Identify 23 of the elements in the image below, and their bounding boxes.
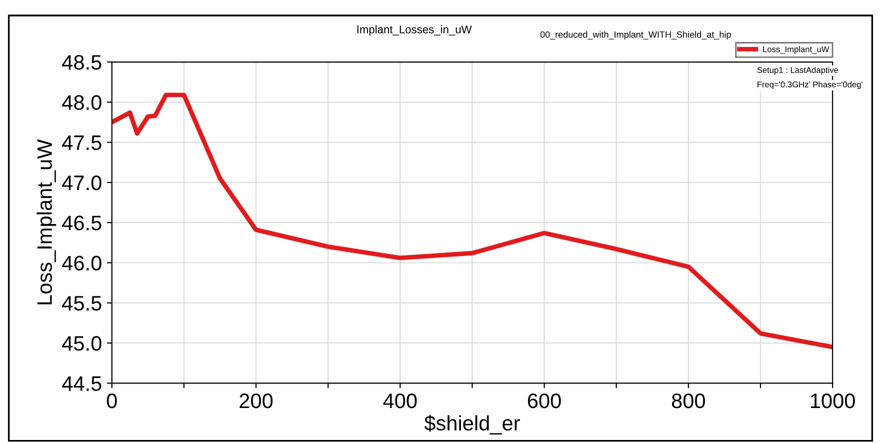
x-tick-label: 0 <box>106 393 117 408</box>
annotation: Setup1 : LastAdaptive <box>757 66 838 75</box>
chart-subtitle: 00_reduced_with_Implant_WITH_Shield_at_hip <box>540 31 731 40</box>
annotation: Freq='0.3GHz' Phase='0deg' <box>758 81 862 90</box>
y-axis-title: Loss_Implant_uW <box>36 139 56 304</box>
x-tick-label: 1000 <box>810 393 855 408</box>
x-tick-label: 800 <box>672 393 705 408</box>
x-tick-label: 600 <box>528 393 561 408</box>
y-tick-label: 47.0 <box>62 175 102 190</box>
x-tick-label: 200 <box>240 393 273 408</box>
y-tick-label: 45.0 <box>62 336 102 351</box>
y-tick-label: 46.0 <box>62 256 102 271</box>
y-tick-label: 45.5 <box>62 296 102 311</box>
y-tick-label: 44.5 <box>62 376 102 391</box>
y-tick-label: 48.0 <box>62 95 102 110</box>
x-axis-title: $shield_er <box>424 414 520 434</box>
y-tick-label: 48.5 <box>62 55 102 70</box>
y-tick-label: 46.5 <box>62 216 102 230</box>
y-tick-label: 47.5 <box>62 136 102 150</box>
legend-label: Loss_Implant_uW <box>763 46 830 54</box>
chart-title: Implant_Losses_in_uW <box>357 25 472 36</box>
line-series <box>112 92 833 350</box>
x-tick-label: 400 <box>383 393 417 408</box>
